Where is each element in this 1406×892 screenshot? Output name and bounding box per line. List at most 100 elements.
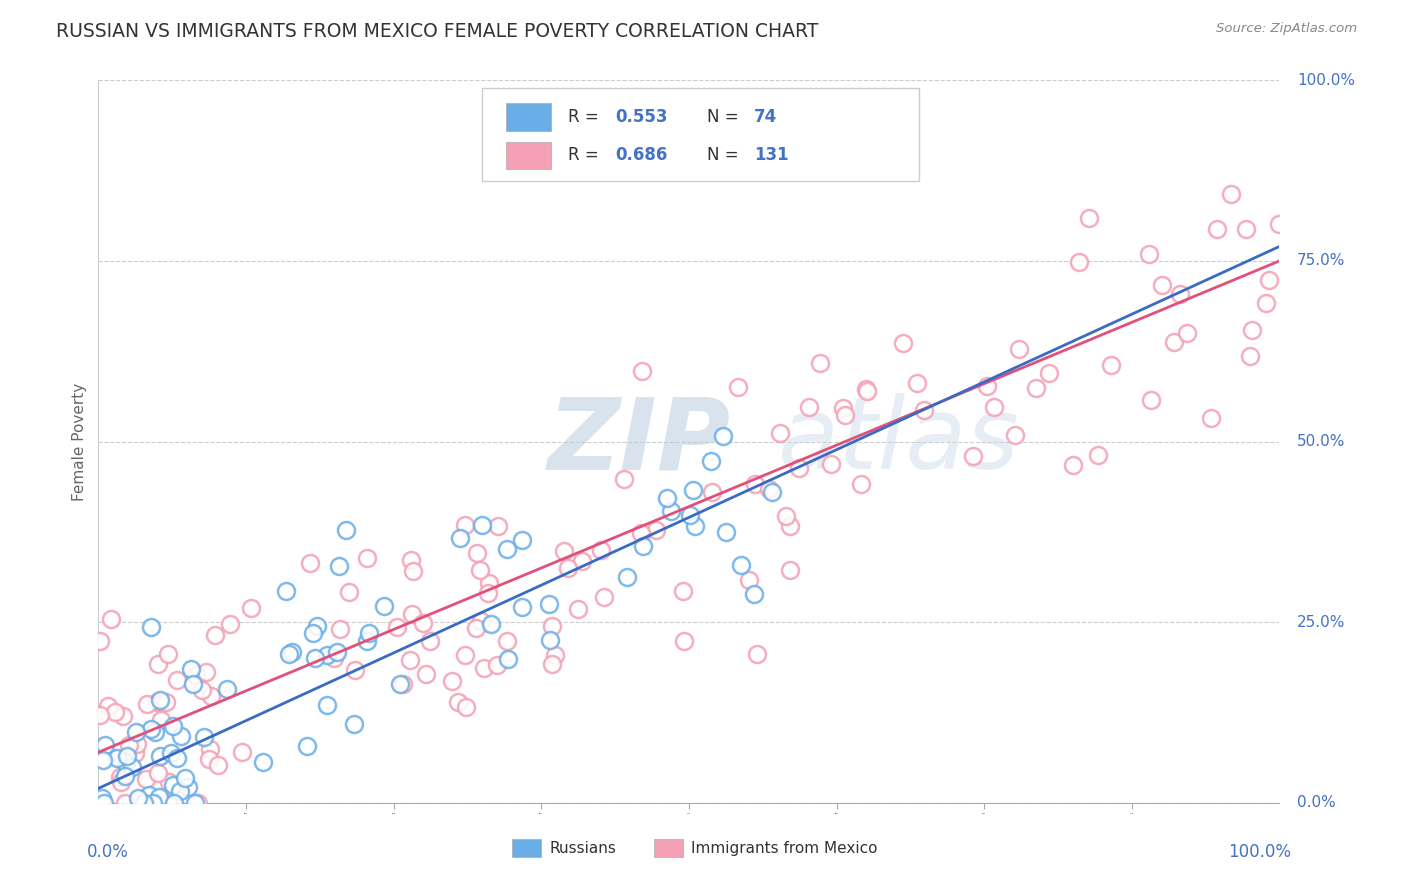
Point [544, 648, 567, 663]
Point [155, 694, 177, 708]
Point [103, 705, 125, 719]
Text: 50.0%: 50.0% [1298, 434, 1346, 449]
Point [295, 739, 318, 754]
Point [1025, 381, 1047, 395]
Point [139, 620, 162, 634]
Point [1152, 278, 1174, 293]
Point [191, 682, 214, 697]
Point [761, 485, 783, 500]
Point [132, 796, 155, 810]
Point [1163, 335, 1185, 350]
Point [94, 738, 117, 752]
Point [184, 796, 207, 810]
Point [832, 401, 855, 415]
Point [110, 770, 132, 784]
Point [775, 508, 797, 523]
Point [322, 651, 344, 665]
Point [187, 796, 209, 810]
Point [1254, 296, 1277, 310]
Point [1137, 247, 1160, 261]
Point [280, 645, 302, 659]
Point [124, 746, 146, 760]
Point [700, 484, 723, 499]
Point [166, 751, 188, 765]
Point [541, 657, 564, 672]
Point [1038, 366, 1060, 380]
Point [631, 540, 654, 554]
Point [769, 425, 792, 440]
Point [498, 652, 520, 666]
Point [135, 772, 157, 786]
FancyBboxPatch shape [482, 87, 920, 181]
Point [645, 523, 668, 537]
Point [357, 626, 380, 640]
Point [962, 449, 984, 463]
Text: Immigrants from Mexico: Immigrants from Mexico [692, 841, 877, 855]
Point [496, 634, 519, 648]
Point [114, 769, 136, 783]
Point [118, 738, 141, 752]
Point [855, 382, 877, 396]
Point [700, 454, 723, 468]
Point [398, 653, 420, 667]
Point [89, 708, 111, 723]
Point [744, 477, 766, 491]
Point [125, 725, 148, 739]
Point [337, 585, 360, 599]
Point [589, 542, 612, 557]
Point [1099, 358, 1122, 372]
Point [673, 634, 696, 648]
Point [115, 756, 138, 771]
Point [356, 551, 378, 566]
Point [1062, 458, 1084, 472]
Point [169, 784, 191, 798]
Point [976, 379, 998, 393]
Point [177, 780, 200, 795]
Point [91, 791, 114, 805]
Text: N =: N = [707, 146, 744, 164]
Point [478, 576, 501, 591]
Point [146, 657, 169, 671]
Point [304, 651, 326, 665]
Point [1199, 410, 1222, 425]
Point [326, 645, 349, 659]
Point [912, 402, 935, 417]
Point [616, 570, 638, 584]
Point [1267, 217, 1289, 231]
Point [571, 554, 593, 568]
Point [207, 758, 229, 772]
Point [162, 719, 184, 733]
Point [683, 519, 706, 533]
Point [276, 583, 298, 598]
Point [110, 775, 132, 789]
Point [402, 564, 425, 578]
Point [138, 788, 160, 802]
Point [392, 676, 415, 690]
Point [162, 778, 184, 792]
Point [485, 658, 508, 673]
Point [449, 531, 471, 545]
Text: Source: ZipAtlas.com: Source: ZipAtlas.com [1216, 22, 1357, 36]
Text: RUSSIAN VS IMMIGRANTS FROM MEXICO FEMALE POVERTY CORRELATION CHART: RUSSIAN VS IMMIGRANTS FROM MEXICO FEMALE… [56, 22, 818, 41]
Text: R =: R = [568, 146, 605, 164]
Point [302, 625, 325, 640]
Point [335, 523, 357, 537]
Point [779, 563, 801, 577]
Point [541, 618, 564, 632]
Point [105, 751, 128, 765]
Point [1067, 255, 1090, 269]
Point [156, 796, 179, 810]
Point [387, 620, 409, 634]
Point [89, 634, 111, 648]
Text: N =: N = [707, 108, 744, 126]
Point [797, 400, 820, 414]
Point [454, 700, 477, 714]
Point [200, 689, 222, 703]
Point [538, 632, 561, 647]
Point [307, 618, 329, 632]
Text: 100.0%: 100.0% [1298, 73, 1355, 87]
Point [1087, 448, 1109, 462]
Point [159, 746, 181, 760]
Point [470, 614, 492, 628]
Point [496, 542, 519, 557]
